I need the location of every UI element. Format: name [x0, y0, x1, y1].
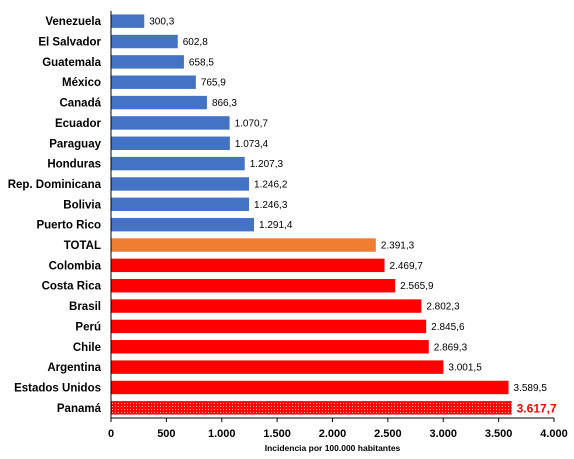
- category-label-costa-rica: Costa Rica: [42, 281, 102, 293]
- bar-costa-rica: [111, 279, 396, 293]
- category-label-total: TOTAL: [64, 240, 101, 252]
- x-tick-label: 3.500: [485, 428, 513, 440]
- category-label-ecuador: Ecuador: [55, 118, 102, 130]
- category-label-venezuela: Venezuela: [45, 16, 101, 28]
- bar-colombia: [111, 258, 385, 273]
- value-label-honduras: 1.207,3: [250, 159, 284, 170]
- value-label-argentina: 3.001,5: [448, 363, 482, 374]
- bar-el-salvador: [111, 34, 178, 49]
- category-label-el-salvador: El Salvador: [38, 37, 101, 49]
- category-label-honduras: Honduras: [47, 159, 101, 171]
- bar-bolivia: [111, 197, 250, 212]
- bar-total: [111, 238, 376, 252]
- value-label-bolivia: 1.246,3: [254, 200, 288, 211]
- value-label-puerto-rico: 1.291,4: [259, 220, 293, 231]
- value-label-mexico: 765,9: [201, 78, 226, 89]
- value-label-costa-rica: 2.565,9: [400, 281, 434, 292]
- value-label-total: 2.391,3: [381, 241, 415, 252]
- value-labels: 300,3 602,8 658,5 765,9 866,3 1.070,7 1.073,4 1…: [149, 17, 557, 416]
- x-axis-ticks: 0 500 1.000 1.500 2.000 2.500 3.000 3.500 4.000: [108, 418, 568, 440]
- value-label-estados-unidos: 3.589,5: [514, 383, 548, 394]
- category-label-chile: Chile: [73, 342, 101, 354]
- bar-honduras: [111, 156, 245, 171]
- category-label-colombia: Colombia: [49, 260, 102, 272]
- bar-paraguay: [111, 136, 230, 150]
- value-label-el-salvador: 602,8: [183, 37, 208, 48]
- category-label-canada: Canadá: [59, 98, 101, 110]
- bars-group: [111, 14, 512, 415]
- value-label-brasil: 2.802,3: [426, 302, 460, 313]
- value-label-guatemala: 658,5: [189, 57, 214, 68]
- category-label-puerto-rico: Puerto Rico: [36, 220, 101, 232]
- value-label-panama: 3.617,7: [517, 401, 557, 415]
- bar-peru: [111, 319, 427, 334]
- x-tick-label: 4.000: [540, 428, 568, 440]
- category-label-argentina: Argentina: [47, 362, 101, 374]
- category-label-panama: Panamá: [57, 403, 102, 415]
- bar-chile: [111, 340, 429, 354]
- category-label-paraguay: Paraguay: [49, 138, 101, 150]
- bar-rep-dominicana: [111, 177, 250, 191]
- bar-panama: [111, 401, 512, 415]
- value-label-venezuela: 300,3: [149, 17, 174, 28]
- value-label-paraguay: 1.073,4: [235, 139, 269, 150]
- category-label-guatemala: Guatemala: [42, 57, 101, 69]
- value-label-peru: 2.845,6: [431, 322, 465, 333]
- bar-venezuela: [111, 14, 145, 28]
- category-label-estados-unidos: Estados Unidos: [14, 382, 101, 394]
- bar-guatemala: [111, 55, 184, 69]
- bar-mexico: [111, 75, 196, 89]
- bar-puerto-rico: [111, 217, 255, 232]
- x-tick-label: 2.500: [374, 428, 402, 440]
- value-label-chile: 2.869,3: [434, 342, 468, 353]
- x-tick-label: 2.000: [319, 428, 347, 440]
- value-label-ecuador: 1.070,7: [235, 118, 269, 129]
- bar-brasil: [111, 299, 422, 313]
- x-tick-label: 1.000: [208, 428, 236, 440]
- value-label-rep-dominicana: 1.246,2: [254, 179, 288, 190]
- value-label-canada: 866,3: [212, 98, 237, 109]
- value-label-colombia: 2.469,7: [390, 261, 424, 272]
- x-axis: [110, 11, 554, 419]
- bar-estados-unidos: [111, 380, 509, 395]
- category-labels: Venezuela El Salvador Guatemala México Canad…: [8, 16, 102, 415]
- x-tick-label: 500: [157, 428, 175, 440]
- bar-ecuador: [111, 116, 230, 130]
- category-label-mexico: México: [62, 77, 101, 89]
- category-label-brasil: Brasil: [69, 301, 101, 313]
- category-label-bolivia: Bolivia: [63, 199, 101, 211]
- category-label-rep-dominicana: Rep. Dominicana: [8, 179, 102, 191]
- category-label-peru: Perú: [75, 321, 101, 333]
- bar-canada: [111, 95, 207, 110]
- bar-argentina: [111, 360, 444, 374]
- x-axis-title: Incidencia por 100.000 habitantes: [265, 443, 401, 453]
- x-tick-label: 3.000: [429, 428, 457, 440]
- x-tick-label: 0: [108, 428, 114, 440]
- x-tick-label: 1.500: [263, 428, 291, 440]
